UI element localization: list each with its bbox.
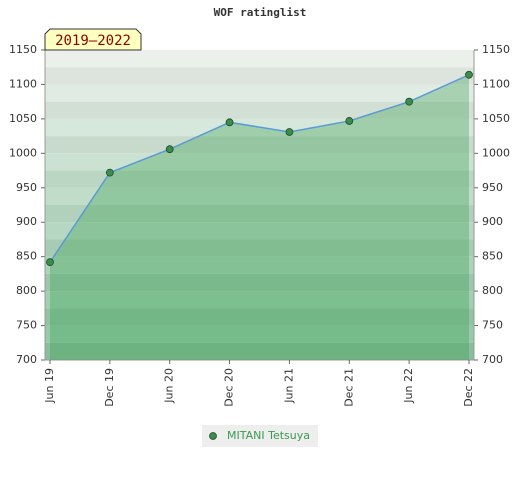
y2-tick-label: 750 <box>482 319 503 332</box>
plot-band <box>45 325 474 343</box>
y-tick-label: 750 <box>16 319 37 332</box>
y-tick-label: 900 <box>16 215 37 228</box>
y-tick-label: 800 <box>16 284 37 297</box>
x-tick-label: Jun 19 <box>43 368 56 404</box>
plot-band <box>45 153 474 171</box>
x-tick-label: Dec 20 <box>223 368 236 407</box>
x-tick-label: Dec 19 <box>103 368 116 407</box>
plot-band <box>45 205 474 223</box>
marker <box>345 117 354 125</box>
y-tick-label: 700 <box>16 353 37 366</box>
area <box>50 74 469 361</box>
plot-band <box>45 136 474 154</box>
y2-tick-label: 1000 <box>482 146 510 159</box>
x-tick-label: Dec 22 <box>462 368 475 407</box>
plot-band <box>45 170 474 188</box>
y2-tick-label: 1150 <box>482 43 510 56</box>
plot-band <box>45 273 474 292</box>
marker <box>285 128 294 136</box>
y-tick-label: 1100 <box>9 77 37 90</box>
x-tick-label: Dec 21 <box>342 368 355 407</box>
plot-band <box>45 84 474 102</box>
y-tick-label: 1150 <box>9 43 37 56</box>
plot-band <box>45 308 474 326</box>
x-tick-label: Jun 21 <box>282 368 295 404</box>
y-tick-label: 1050 <box>9 112 37 125</box>
legend-box <box>202 425 318 447</box>
plot-band <box>45 342 474 360</box>
annotation-box <box>44 28 142 51</box>
legend-marker <box>209 432 217 440</box>
y2-tick-label: 800 <box>482 284 503 297</box>
marker <box>165 145 174 154</box>
y2-tick-label: 1050 <box>482 112 510 125</box>
plot-band <box>45 239 474 257</box>
chart-title: WOF ratinglist <box>214 6 307 19</box>
plot-band <box>45 67 474 85</box>
plot-band <box>45 256 474 274</box>
plot-band <box>45 187 474 205</box>
annotation: 2019–2022 <box>55 33 131 49</box>
marker <box>105 168 114 177</box>
y-tick-label: 950 <box>16 181 37 194</box>
plot-band <box>45 222 474 240</box>
y2-tick-label: 850 <box>482 250 503 263</box>
y2-tick-label: 1100 <box>482 77 510 90</box>
y-tick-label: 850 <box>16 250 37 263</box>
plot-band <box>45 50 474 68</box>
marker <box>46 258 54 267</box>
y2-tick-label: 700 <box>482 353 503 366</box>
x-tick-label: Jun 22 <box>402 368 415 404</box>
y2-tick-label: 950 <box>482 181 503 194</box>
line <box>49 74 470 263</box>
x-tick-label: Jun 20 <box>163 368 176 404</box>
marker <box>405 97 414 106</box>
legend-label: MITANI Tetsuya <box>227 429 310 442</box>
marker <box>465 70 473 79</box>
y2-tick-label: 900 <box>482 215 503 228</box>
marker <box>225 118 234 127</box>
y-tick-label: 1000 <box>9 146 37 159</box>
plot-band <box>45 291 474 309</box>
